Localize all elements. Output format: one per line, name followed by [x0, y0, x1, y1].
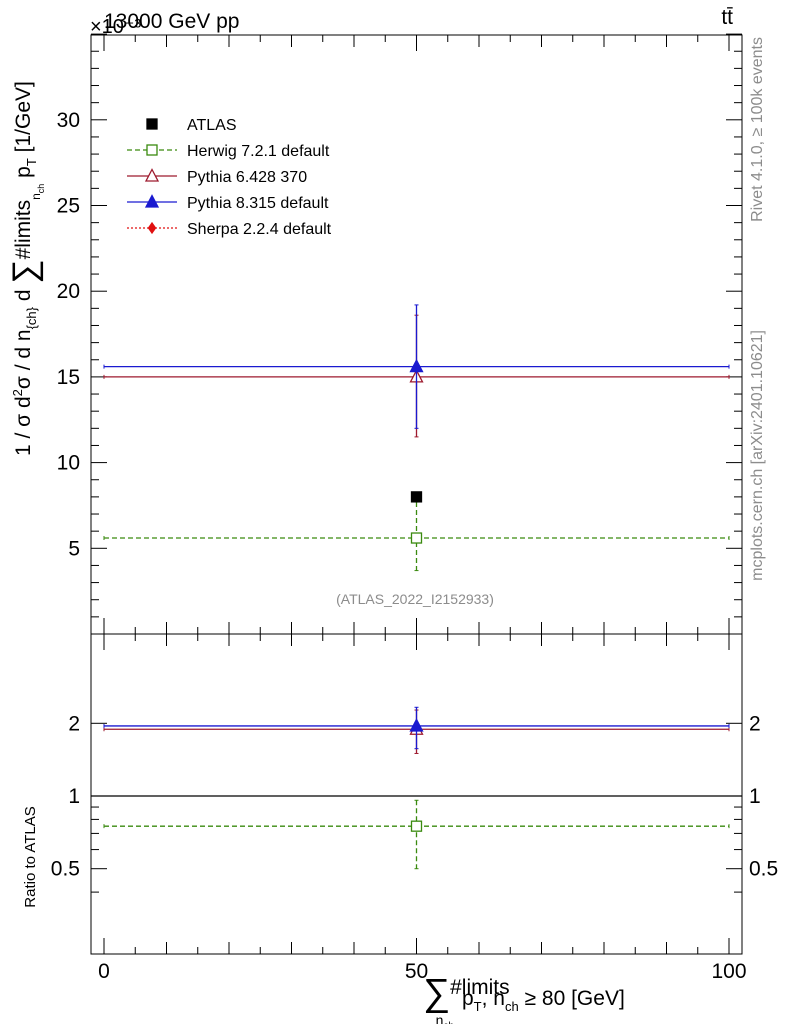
main-pythia-point	[409, 358, 424, 373]
legend-item: Sherpa 2.2.4 default	[127, 221, 332, 238]
header-left-label: 13000 GeV pp	[104, 10, 239, 33]
ratio-panel	[103, 706, 730, 870]
legend-label: Pythia 6.428 370	[187, 169, 307, 186]
legend-marker	[144, 194, 160, 208]
y-tick-label: 10	[57, 452, 80, 475]
x-tick-label: 100	[711, 960, 746, 983]
ratio-herwig-series	[103, 799, 730, 870]
legend-marker	[146, 118, 158, 130]
y-tick-label: 30	[57, 109, 80, 132]
mcplots-label: mcplots.cern.ch [arXiv:2401.10621]	[749, 330, 766, 581]
x-tick-label: 0	[98, 960, 110, 983]
analysis-tag: (ATLAS_2022_I2152933)	[336, 591, 494, 607]
ratio-frame	[90, 633, 743, 955]
main-pythia-series	[103, 304, 730, 429]
rivet-label: Rivet 4.1.0, ≥ 100k events	[749, 37, 766, 222]
y-axis-title: 1 / σ d2σ / d n{ch} d ∑#limitsnch pT [1/…	[6, 81, 46, 456]
legend: ATLAS Herwig 7.2.1 default Pythia 6.428 37…	[127, 117, 332, 238]
legend-marker	[144, 168, 160, 182]
main-herwig-point	[410, 532, 423, 544]
ratio-y-axis-title: Ratio to ATLAS	[22, 806, 39, 907]
ratio-pythia-series	[103, 706, 730, 750]
legend-marker	[146, 144, 158, 156]
main-herwig-series	[103, 501, 730, 572]
legend-label: Herwig 7.2.1 default	[187, 143, 330, 160]
legend-label: Pythia 8.315 default	[187, 195, 329, 212]
legend-item: Herwig 7.2.1 default	[127, 143, 330, 160]
ratio-y-tick-label-right: 1	[749, 785, 761, 808]
ratio-y-tick-label: 0.5	[51, 858, 80, 881]
ratio-pythia-point	[409, 718, 424, 732]
legend-item: Pythia 8.315 default	[127, 194, 329, 212]
y-tick-label: 20	[57, 280, 80, 303]
legend-item: ATLAS	[146, 117, 237, 134]
ratio-y-tick-label: 1	[68, 785, 80, 808]
legend-label: ATLAS	[187, 117, 237, 134]
header-right-label: tt̄	[721, 6, 733, 29]
y-exponent-label: ×10⁻³	[90, 16, 141, 38]
legend-item: Pythia 6.428 370	[127, 168, 307, 186]
legend-label: Sherpa 2.2.4 default	[187, 221, 332, 238]
ratio-y-tick-label: 2	[68, 712, 80, 735]
y-tick-label: 15	[57, 366, 80, 389]
ratio-herwig-point	[410, 820, 423, 832]
main-atlas-point	[410, 491, 423, 503]
legend-marker	[147, 221, 157, 235]
ratio-y-tick-label-right: 2	[749, 712, 761, 735]
main-atlas-series	[410, 491, 423, 503]
x-tick-label: 50	[405, 960, 428, 983]
y-tick-label: 25	[57, 195, 80, 218]
y-tick-label: 5	[68, 537, 80, 560]
ratio-y-tick-label-right: 0.5	[749, 858, 778, 881]
main-panel	[103, 304, 730, 572]
